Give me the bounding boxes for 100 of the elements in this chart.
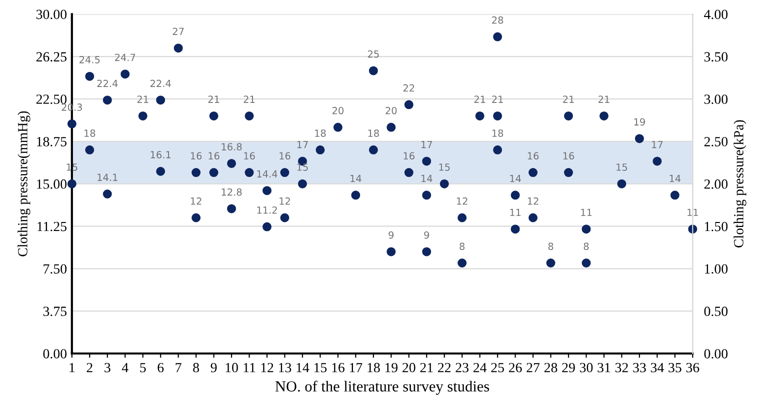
point xyxy=(582,224,591,234)
x-tick-label: 25 xyxy=(491,362,504,372)
point xyxy=(546,258,556,268)
y2-axis-title: Clothing pressure(kPa) xyxy=(734,120,746,248)
y2-tick-label: 0.00 xyxy=(704,349,728,359)
x-tick-label: 30 xyxy=(580,362,593,372)
data-label: 21 xyxy=(563,96,574,103)
point xyxy=(227,158,236,168)
data-label: 12 xyxy=(280,197,290,205)
point xyxy=(528,213,538,222)
data-label: 14.1 xyxy=(98,174,118,181)
point xyxy=(227,204,236,214)
x-tick-label: 13 xyxy=(279,362,292,372)
x-tick-label: 26 xyxy=(508,362,522,372)
point xyxy=(333,122,342,132)
data-label: 12 xyxy=(456,197,468,205)
x-tick-label: 33 xyxy=(633,362,646,372)
x-tick-label: 28 xyxy=(544,362,558,372)
x-tick-label: 10 xyxy=(226,362,238,372)
point xyxy=(244,168,254,178)
data-label: 11 xyxy=(510,208,521,216)
point xyxy=(156,166,166,176)
point xyxy=(458,213,467,222)
data-label: 21 xyxy=(137,96,148,103)
point xyxy=(634,134,644,144)
data-label: 25 xyxy=(368,50,379,58)
x-tick-label: 27 xyxy=(526,362,540,372)
y2-tick-label: 3.50 xyxy=(704,52,728,62)
point xyxy=(262,186,272,196)
data-label: 28 xyxy=(492,16,504,24)
point xyxy=(209,168,218,178)
point xyxy=(652,156,662,166)
data-label: 9 xyxy=(424,231,430,239)
y-tick-label: 7.50 xyxy=(44,264,67,274)
data-label: 14 xyxy=(422,174,432,182)
data-label: 8 xyxy=(584,242,589,250)
y2-tick-label: 4.00 xyxy=(704,10,728,20)
point xyxy=(67,179,76,188)
data-label: 16.8 xyxy=(222,143,242,150)
x-tick-label: 4 xyxy=(122,363,128,372)
point xyxy=(617,179,626,188)
point xyxy=(316,145,325,154)
x-tick-label: 31 xyxy=(598,362,610,372)
y-tick-label: 3.75 xyxy=(43,306,67,316)
point xyxy=(475,111,484,120)
y2-tick-label: 1.00 xyxy=(704,264,728,274)
point xyxy=(174,44,183,53)
data-label: 17 xyxy=(422,140,432,148)
x-tick-label: 17 xyxy=(350,362,362,372)
point xyxy=(386,247,396,256)
point xyxy=(298,179,307,188)
x-tick-label: 22 xyxy=(438,362,451,372)
data-label: 20 xyxy=(332,106,344,114)
point xyxy=(510,190,520,200)
data-label: 17 xyxy=(652,140,663,148)
data-label: 15 xyxy=(297,164,308,171)
data-label: 15 xyxy=(616,164,628,171)
x-tick-label: 9 xyxy=(210,362,217,372)
x-tick-label: 24 xyxy=(473,362,487,372)
point xyxy=(244,111,254,120)
data-label: 9 xyxy=(388,231,394,239)
point xyxy=(422,190,432,200)
point xyxy=(493,32,502,42)
data-label: 20 xyxy=(386,106,397,114)
x-tick-label: 11 xyxy=(244,362,256,372)
data-label: 22 xyxy=(403,84,414,92)
x-tick-label: 3 xyxy=(104,362,110,372)
point xyxy=(67,119,76,128)
data-label: 16 xyxy=(280,152,290,160)
x-tick-label: 36 xyxy=(686,362,700,372)
point xyxy=(564,168,574,178)
data-label: 14.4 xyxy=(257,170,278,178)
x-tick-label: 7 xyxy=(176,363,182,372)
point xyxy=(386,122,396,132)
data-label: 21 xyxy=(244,96,255,103)
point xyxy=(351,190,360,200)
point xyxy=(85,72,94,81)
x-tick-label: 18 xyxy=(368,362,380,372)
y2-tick-label: 0.50 xyxy=(704,306,728,316)
x-tick-label: 21 xyxy=(420,362,433,372)
point xyxy=(528,168,538,178)
data-label: 22.4 xyxy=(150,80,171,87)
data-label: 18 xyxy=(492,130,504,137)
y-tick-label: 26.25 xyxy=(36,52,67,62)
x-tick-label: 19 xyxy=(385,362,398,372)
data-label: 17 xyxy=(297,140,308,148)
data-label: 21 xyxy=(598,96,610,103)
point xyxy=(422,247,432,256)
y-tick-label: 18.75 xyxy=(37,136,67,146)
x-tick-label: 16 xyxy=(332,362,344,372)
data-label: 15 xyxy=(439,164,450,171)
x-tick-label: 23 xyxy=(456,362,468,372)
y-tick-label: 22.50 xyxy=(36,94,67,104)
data-label: 21 xyxy=(208,96,220,103)
x-tick-label: 2 xyxy=(86,362,92,372)
data-label: 24.7 xyxy=(115,54,136,61)
data-label: 14 xyxy=(350,174,362,182)
point xyxy=(102,190,112,198)
x-tick-label: 6 xyxy=(158,362,164,372)
point xyxy=(156,96,166,105)
